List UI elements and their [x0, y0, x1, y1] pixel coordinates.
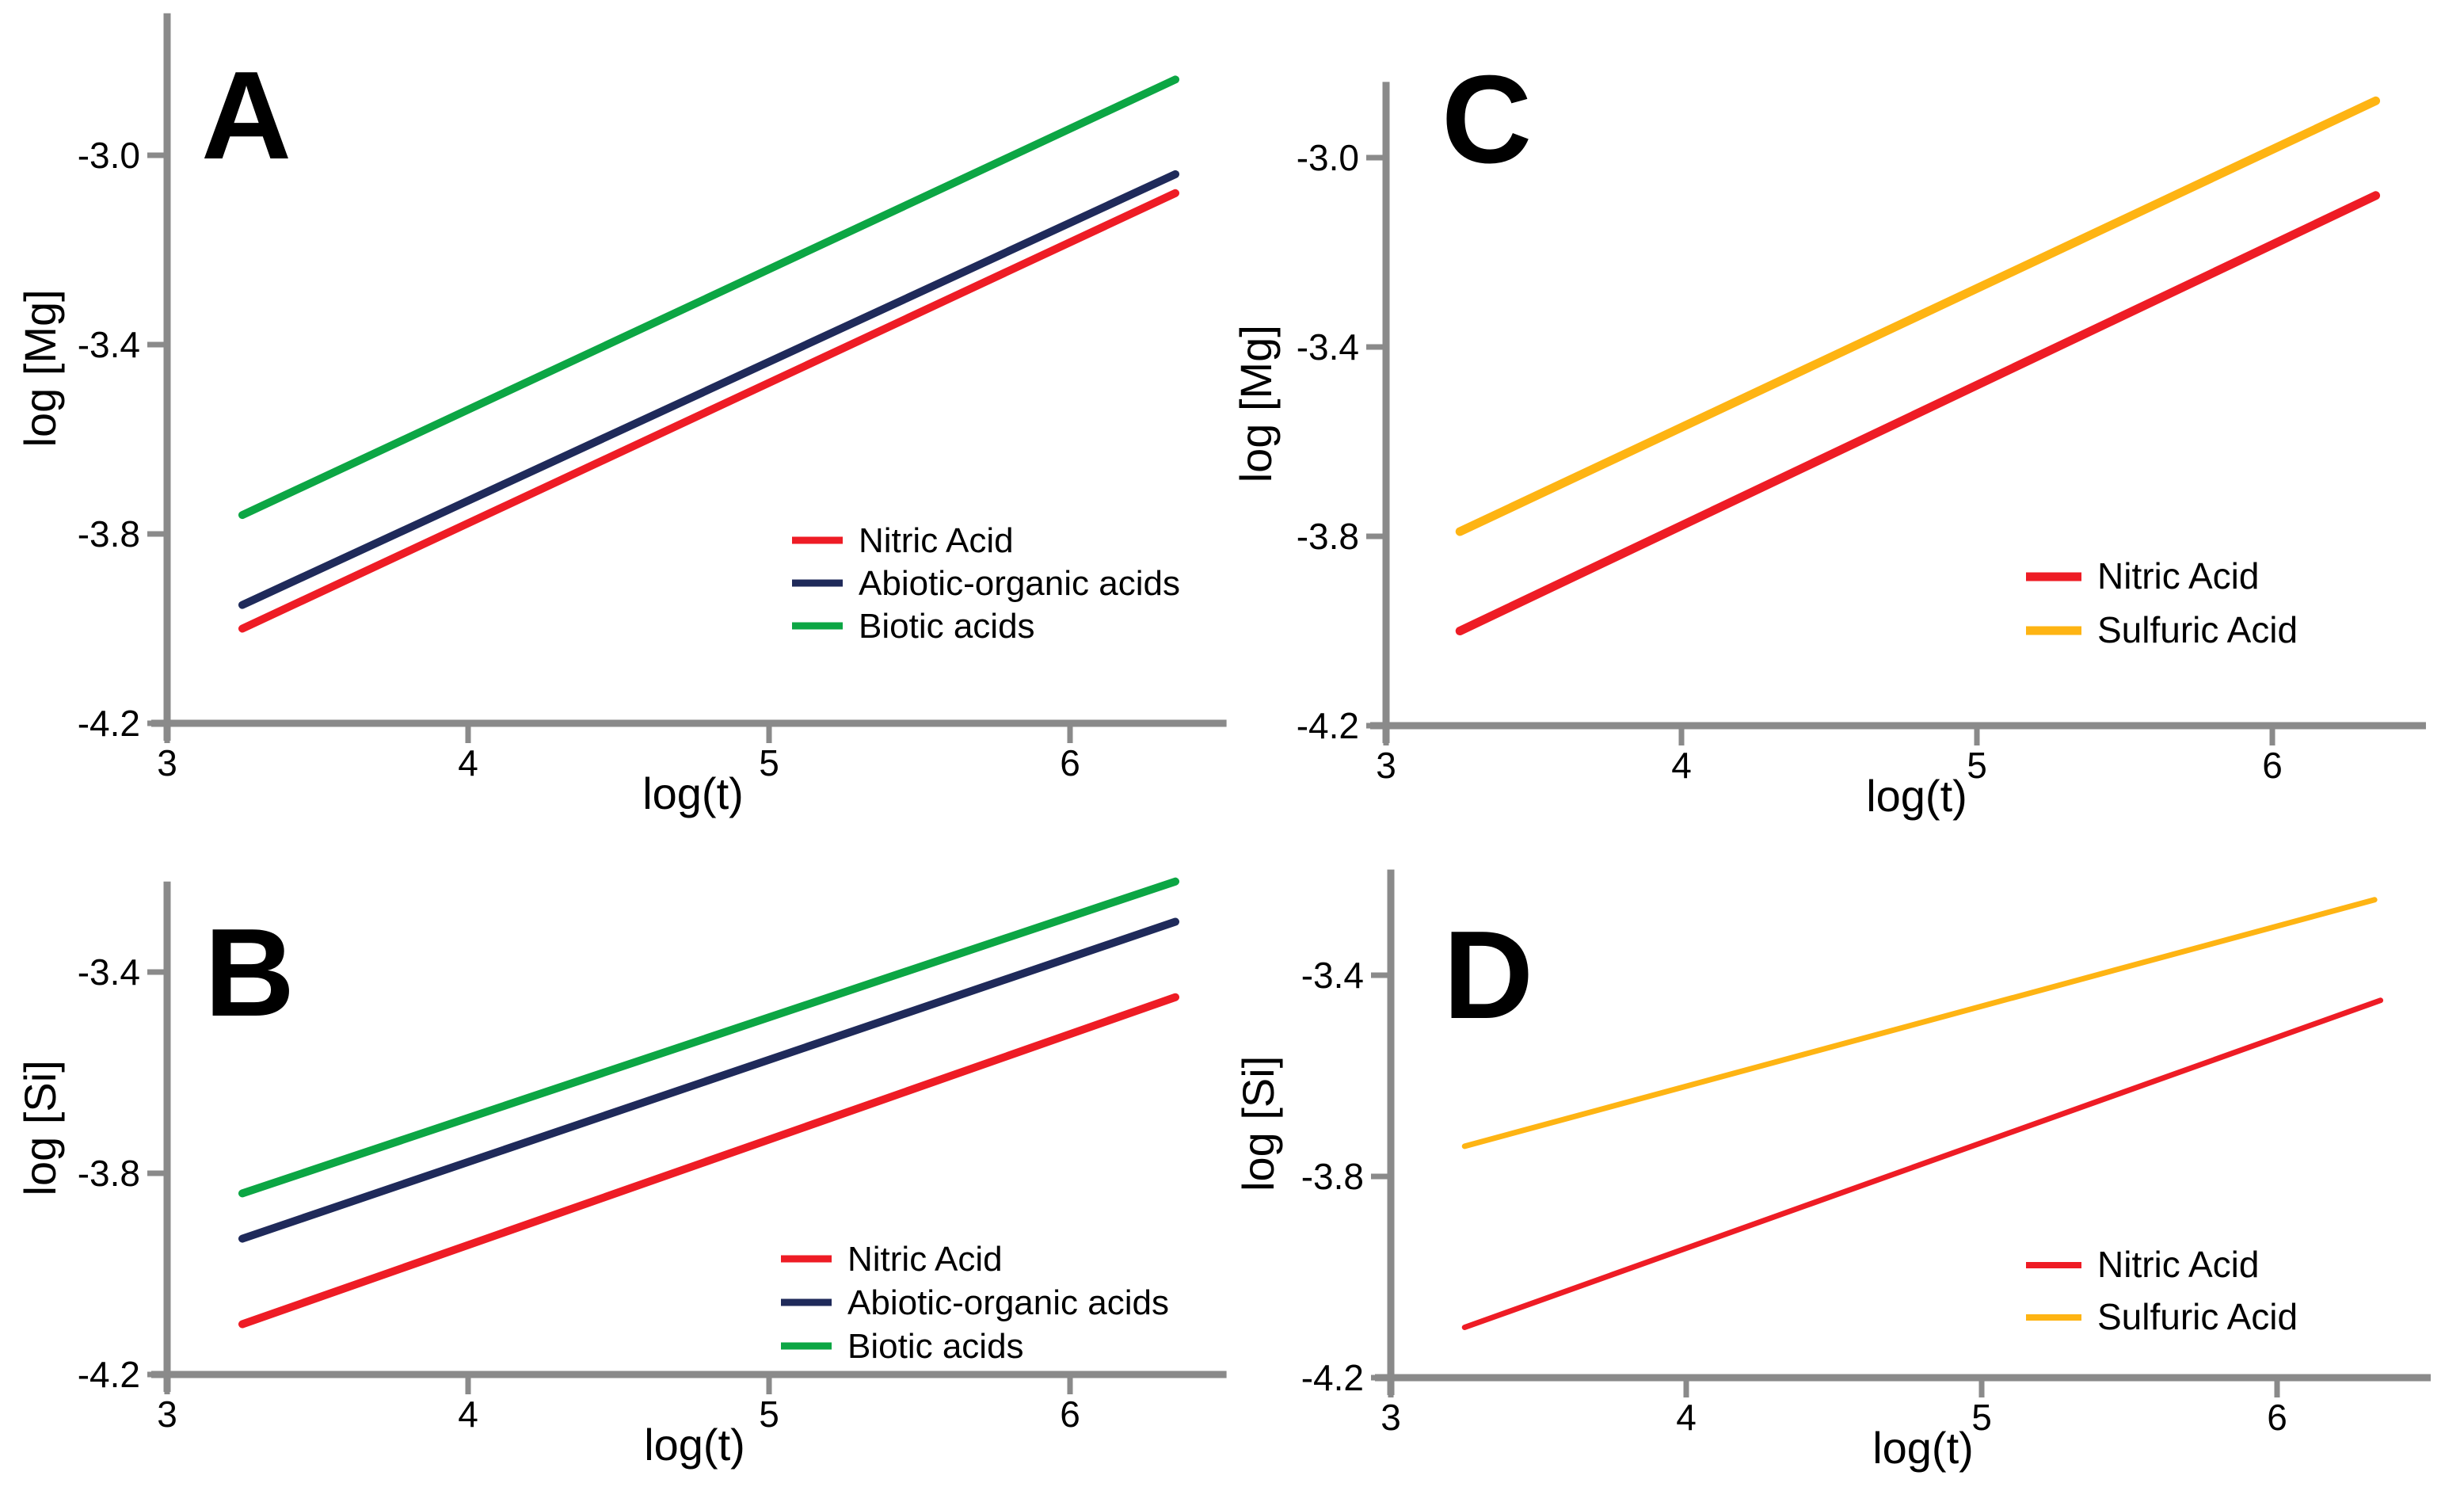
x-tick-label: 6 [2262, 745, 2283, 786]
y-tick-label: -3.4 [78, 951, 140, 993]
x-tick-label: 3 [157, 1394, 177, 1435]
panel-A: 3 4 5 6 -3.0 -3.4 -3.8 -4.2 log(t) log [Mg] A Nitri… [15, 13, 1227, 818]
x-tick-label: 5 [1971, 1397, 1992, 1438]
x-tick-label: 6 [2267, 1397, 2287, 1438]
legend-B: Nitric Acid Abiotic-organic acids Biotic a… [781, 1240, 1169, 1366]
panel-B: 3 4 5 6 -3.4 -3.8 -4.2 log(t) log [Si] B Nitric Ac… [15, 877, 1227, 1470]
panel-letter-A: A [201, 46, 291, 185]
panel-D: 3 4 5 6 -3.4 -3.8 -4.2 log(t) log [Si] D Nitric Ac… [1233, 869, 2431, 1473]
y-tick-label: -3.8 [1301, 1156, 1364, 1197]
y-tick-label: -3.4 [1297, 326, 1359, 368]
x-tick-label: 3 [157, 742, 177, 784]
y-tick-label: -4.2 [78, 703, 140, 744]
x-tick-label: 5 [759, 1394, 779, 1435]
y-axis-label: log [Si] [1233, 1056, 1283, 1191]
legend-A: Nitric Acid Abiotic-organic acids Biotic a… [792, 521, 1180, 646]
series-line-nitric-acid [1461, 997, 2384, 1330]
series-line-nitric-acid [238, 993, 1179, 1329]
panel-letter-D: D [1443, 906, 1533, 1045]
y-tick-label: -3.4 [78, 324, 140, 365]
y-tick-label: -4.2 [1297, 705, 1359, 746]
x-axis-label: log(t) [642, 768, 744, 818]
x-tick-label: 4 [458, 742, 478, 784]
series-line-abiotic-organic-acids [238, 917, 1179, 1243]
x-axis-label: log(t) [1872, 1423, 1974, 1473]
series-line-abiotic-organic-acids [238, 170, 1179, 609]
y-axis-label: log [Mg] [15, 289, 65, 447]
x-tick-label: 5 [759, 742, 779, 784]
y-tick-label: -3.0 [78, 135, 140, 176]
y-tick-label: -3.8 [78, 1153, 140, 1194]
series-line-biotic-acids [238, 877, 1179, 1198]
legend-label: Biotic acids [859, 607, 1035, 646]
series-line-nitric-acid [238, 189, 1179, 633]
y-tick-label: -4.2 [1301, 1357, 1364, 1398]
x-tick-label: 5 [1967, 745, 1987, 786]
legend-label: Nitric Acid [2097, 555, 2259, 597]
legend-label: Nitric Acid [2097, 1244, 2259, 1285]
x-tick-label: 4 [1676, 1397, 1697, 1438]
series-line-biotic-acids [238, 75, 1179, 520]
panel-C: 3 4 5 6 -3.0 -3.4 -3.8 -4.2 log(t) log [Mg] C Nitri… [1231, 50, 2426, 821]
x-tick-label: 3 [1381, 1397, 1401, 1438]
legend-label: Biotic acids [847, 1327, 1024, 1366]
legend-label: Nitric Acid [847, 1240, 1003, 1279]
x-tick-label: 6 [1060, 1394, 1080, 1435]
legend-D: Nitric Acid Sulfuric Acid [2026, 1244, 2298, 1337]
x-tick-label: 4 [1671, 745, 1692, 786]
panel-letter-B: B [204, 903, 295, 1043]
y-tick-label: -3.8 [78, 513, 140, 555]
legend-label: Sulfuric Acid [2097, 609, 2298, 650]
y-tick-label: -3.0 [1297, 137, 1359, 178]
legend-C: Nitric Acid Sulfuric Acid [2026, 555, 2298, 650]
x-tick-label: 4 [458, 1394, 478, 1435]
series-line-nitric-acid [1455, 191, 2381, 635]
y-axis-label: log [Mg] [1231, 325, 1281, 482]
y-tick-label: -3.4 [1301, 955, 1364, 996]
y-tick-label: -3.8 [1297, 516, 1359, 557]
legend-label: Abiotic-organic acids [859, 564, 1180, 603]
x-tick-label: 6 [1060, 742, 1080, 784]
panel-letter-C: C [1441, 50, 1532, 189]
legend-label: Sulfuric Acid [2097, 1296, 2298, 1337]
x-axis-label: log(t) [644, 1420, 745, 1470]
legend-label: Nitric Acid [859, 521, 1014, 560]
x-tick-label: 3 [1376, 745, 1396, 786]
legend-label: Abiotic-organic acids [847, 1283, 1169, 1322]
series-line-sulfuric-acid [1455, 96, 2381, 536]
y-axis-label: log [Si] [15, 1060, 65, 1195]
y-tick-label: -4.2 [78, 1354, 140, 1395]
x-axis-label: log(t) [1866, 771, 1967, 821]
series-line-sulfuric-acid [1461, 897, 2378, 1150]
